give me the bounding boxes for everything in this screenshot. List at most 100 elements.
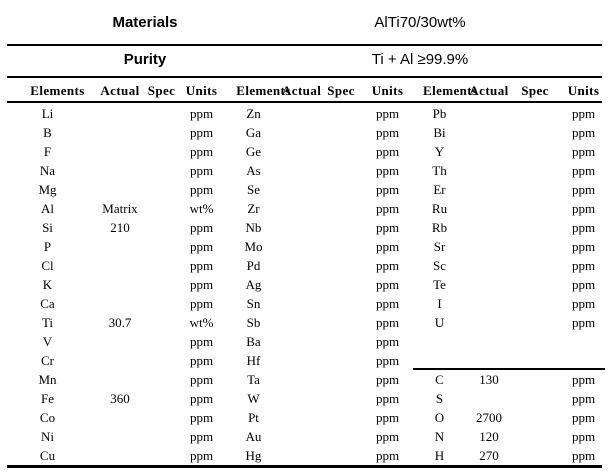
- cell-element: B: [43, 125, 52, 140]
- cell-actual: [466, 256, 512, 275]
- cell-units: ppm: [571, 182, 596, 197]
- cell-actual: [95, 123, 145, 142]
- column-header-units: Units: [185, 83, 218, 98]
- cell-spec: [145, 332, 178, 351]
- cell-spec: [320, 237, 362, 256]
- column-header-units: Units: [567, 83, 600, 98]
- cell-actual: [466, 161, 512, 180]
- cell-spec: [145, 313, 178, 332]
- cell-actual: 2700: [476, 410, 502, 425]
- cell-actual: [466, 313, 512, 332]
- cell-units: ppm: [375, 448, 400, 463]
- column-header-units: Units: [371, 83, 404, 98]
- cell-actual: [282, 142, 320, 161]
- cell-element: Cu: [39, 448, 56, 463]
- cell-units: ppm: [571, 125, 596, 140]
- cell-spec: [512, 294, 558, 313]
- cell-spec: [320, 370, 362, 389]
- cell-element: Li: [41, 106, 54, 121]
- divider-below-purity: [7, 76, 602, 78]
- column-header-elements: Elements: [30, 83, 85, 98]
- column-header-spec: Spec: [147, 83, 176, 98]
- cell-actual: [466, 275, 512, 294]
- cell-actual: Matrix: [102, 201, 138, 216]
- cell-actual: [95, 256, 145, 275]
- cell-actual: [95, 275, 145, 294]
- cell-units: ppm: [375, 125, 400, 140]
- cell-actual: [466, 123, 512, 142]
- cell-actual: [95, 408, 145, 427]
- cell-units: ppm: [571, 106, 596, 121]
- cell-units: ppm: [571, 315, 596, 330]
- cell-actual: [95, 237, 145, 256]
- cell-units: ppm: [375, 144, 400, 159]
- cell-actual: [95, 180, 145, 199]
- cell-units: ppm: [375, 429, 400, 444]
- cell-units: ppm: [189, 277, 214, 292]
- cell-spec: [320, 351, 362, 370]
- cell-element: Pt: [248, 410, 259, 425]
- cell-spec: [320, 408, 362, 427]
- divider-below-header-row: [7, 101, 602, 103]
- cell-spec: [145, 142, 178, 161]
- cell-element: O: [434, 410, 445, 425]
- divider-below-materials: [7, 44, 602, 46]
- cell-spec: [145, 161, 178, 180]
- cell-spec: [320, 123, 362, 142]
- cell-spec: [512, 446, 558, 465]
- cell-spec: [320, 180, 362, 199]
- cell-element: Pb: [432, 106, 447, 121]
- cell-element: Zr: [247, 201, 260, 216]
- cell-element: Bi: [433, 125, 446, 140]
- cell-spec: [320, 142, 362, 161]
- cell-spec: [512, 218, 558, 237]
- materials-label: Materials: [112, 14, 178, 31]
- cell-actual: 130: [479, 372, 499, 387]
- cell-actual: [466, 389, 512, 408]
- cell-spec: [320, 389, 362, 408]
- cell-element: Rb: [431, 220, 448, 235]
- cell-actual: [466, 237, 512, 256]
- cell-units: ppm: [189, 429, 214, 444]
- cell-actual: [466, 180, 512, 199]
- cell-units: ppm: [375, 315, 400, 330]
- cell-spec: [512, 389, 558, 408]
- cell-actual: [466, 142, 512, 161]
- cell-spec: [512, 313, 558, 332]
- cell-spec: [320, 275, 362, 294]
- cell-units: ppm: [375, 106, 400, 121]
- cell-actual: [282, 427, 320, 446]
- cell-element: Nb: [245, 220, 262, 235]
- cell-actual: [282, 408, 320, 427]
- cell-units: ppm: [189, 163, 214, 178]
- cell-element: Mo: [244, 239, 263, 254]
- cell-element: Ba: [246, 334, 261, 349]
- table-bottom-border: [7, 465, 602, 468]
- cell-units: ppm: [375, 239, 400, 254]
- cell-units: ppm: [189, 353, 214, 368]
- cell-actual: [466, 199, 512, 218]
- purity-value: Ti + Al ≥99.9%: [371, 51, 469, 68]
- cell-element: H: [434, 448, 445, 463]
- cell-units: ppm: [189, 125, 214, 140]
- cell-units: ppm: [375, 372, 400, 387]
- cell-element: Th: [432, 163, 447, 178]
- cell-units: ppm: [189, 144, 214, 159]
- cell-spec: [512, 275, 558, 294]
- cell-actual: [282, 313, 320, 332]
- cell-units: ppm: [375, 163, 400, 178]
- cell-element: C: [435, 372, 444, 387]
- cell-actual: [282, 275, 320, 294]
- cell-spec: [145, 180, 178, 199]
- cell-units: ppm: [189, 391, 214, 406]
- cell-element: Mn: [38, 372, 57, 387]
- cell-element: Mg: [38, 182, 57, 197]
- cell-units: ppm: [571, 372, 596, 387]
- cell-actual: [95, 370, 145, 389]
- cell-units: wt%: [189, 315, 214, 330]
- cell-actual: [95, 161, 145, 180]
- cell-units: ppm: [189, 239, 214, 254]
- cell-spec: [512, 332, 558, 351]
- cell-spec: [145, 351, 178, 370]
